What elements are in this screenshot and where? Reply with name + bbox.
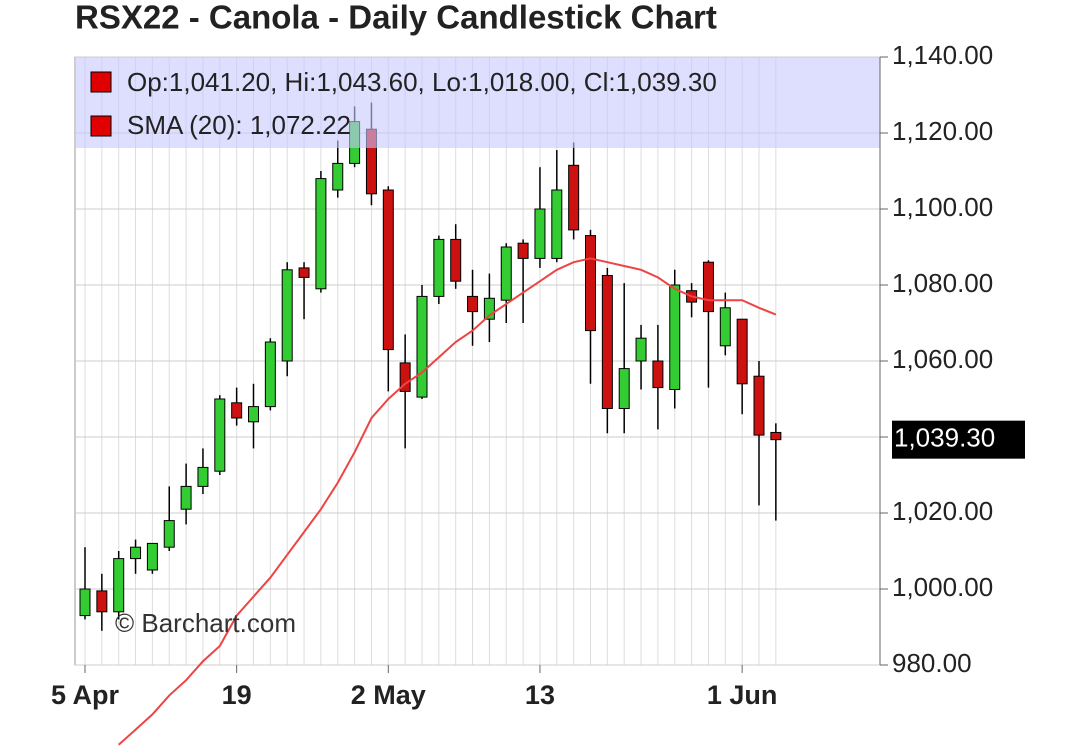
legend-swatch [90, 115, 112, 137]
candle-body [433, 238, 445, 297]
candle-body [281, 269, 293, 362]
watermark: © Barchart.com [115, 608, 296, 638]
y-tick-label: 980.00 [892, 648, 972, 678]
candle-body [214, 398, 226, 472]
y-tick-label: 1,020.00 [892, 496, 993, 526]
x-tick-label: 5 Apr [51, 680, 120, 710]
candle-body [231, 402, 243, 419]
y-tick-label: 1,140.00 [892, 40, 993, 70]
x-tick-label: 19 [222, 680, 252, 710]
candle-body [79, 588, 91, 617]
last-price-box [892, 420, 1025, 459]
y-tick-label: 1,060.00 [892, 344, 993, 374]
candle-body [298, 267, 310, 278]
candle-body [130, 546, 142, 560]
candle-body [315, 178, 327, 290]
marks [79, 102, 782, 746]
candle-body [517, 242, 529, 259]
candle-body [332, 162, 344, 191]
x-tick-label: 13 [525, 680, 555, 710]
candle-body [163, 520, 175, 548]
candle-body [534, 208, 546, 259]
candle-body [416, 295, 428, 398]
candle-body [450, 238, 462, 282]
candle-body [652, 360, 664, 389]
candle-body [197, 466, 209, 487]
sma-line [118, 257, 777, 746]
candle-body [382, 189, 394, 351]
candle-body [669, 284, 681, 390]
candle-body [180, 485, 192, 510]
y-tick-label: 1,000.00 [892, 572, 993, 602]
candle-body [753, 375, 765, 436]
candle-body [399, 362, 411, 392]
candle-body [601, 275, 613, 409]
candle-body [770, 431, 782, 441]
legend-text: Op:1,041.20, Hi:1,043.60, Lo:1,018.00, C… [127, 67, 717, 97]
candle-body [500, 246, 512, 301]
candle-body [467, 295, 479, 313]
candle-body [568, 164, 580, 231]
chart-title: RSX22 - Canola - Daily Candlestick Chart [75, 0, 717, 36]
candle-body [719, 307, 731, 347]
x-tick-label: 2 May [351, 680, 426, 710]
candle-body [248, 406, 259, 423]
y-tick-label: 1,080.00 [892, 268, 993, 298]
candle-body [96, 590, 108, 613]
legend-box [75, 57, 880, 148]
y-tick-label: 1,100.00 [892, 192, 993, 222]
candle-body [551, 189, 563, 259]
candle-body [483, 297, 495, 320]
candle-body [736, 318, 748, 385]
candle-body [585, 235, 596, 332]
candle-body [618, 368, 630, 410]
x-tick-label: 1 Jun [707, 680, 778, 710]
candle-body [113, 558, 125, 613]
legend-swatch [90, 71, 112, 93]
candle-body [264, 341, 276, 408]
legend-text: SMA (20): 1,072.22 [127, 110, 351, 140]
candle-body [702, 261, 714, 313]
candle-body [635, 337, 647, 362]
candle-body [146, 542, 158, 571]
y-tick-label: 1,120.00 [892, 116, 993, 146]
last-price-label: 1,039.30 [894, 423, 995, 453]
